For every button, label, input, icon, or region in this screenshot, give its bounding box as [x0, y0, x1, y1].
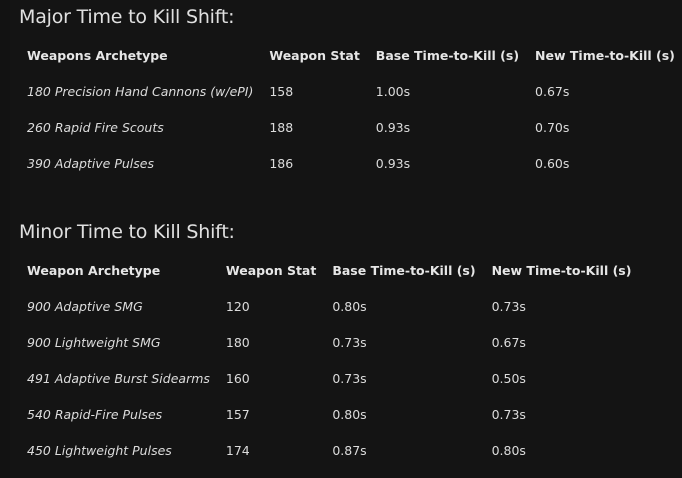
base-ttk-cell: 0.73s: [332, 370, 367, 386]
column-header: Base Time-to-Kill (s): [332, 262, 476, 278]
major-ttk-table: Weapons Archetype Weapon Stat Base Time-…: [19, 37, 682, 181]
table-row: 180 Precision Hand Cannons (w/ePI) 158 1.0…: [19, 73, 682, 109]
column-header: Weapons Archetype: [27, 47, 168, 63]
weapon-stat-cell: 174: [225, 442, 250, 458]
base-ttk-cell: 0.73s: [332, 334, 367, 350]
column-header: New Time-to-Kill (s): [491, 262, 632, 278]
new-ttk-cell: 0.60s: [535, 155, 570, 171]
table-row: 491 Adaptive Burst Sidearms 160 0.73s 0.50s: [19, 360, 639, 396]
weapon-archetype-cell: 900 Lightweight SMG: [27, 334, 161, 350]
base-ttk-cell: 1.00s: [375, 83, 411, 99]
minor-ttk-table: Weapon Archetype Weapon Stat Base Time-t…: [19, 252, 639, 468]
weapon-archetype-cell: 540 Rapid-Fire Pulses: [27, 406, 163, 422]
major-section-title: Major Time to Kill Shift:: [19, 6, 235, 28]
weapon-stat-cell: 186: [269, 155, 294, 171]
new-ttk-cell: 0.67s: [535, 83, 570, 99]
column-header: Weapon Stat: [225, 262, 317, 278]
table-row: 390 Adaptive Pulses 186 0.93s 0.60s: [19, 145, 682, 181]
new-ttk-cell: 0.73s: [491, 406, 526, 422]
new-ttk-cell: 0.80s: [491, 442, 526, 458]
column-header: Weapon Archetype: [27, 262, 161, 278]
weapon-archetype-cell: 900 Adaptive SMG: [27, 298, 143, 314]
table-row: 260 Rapid Fire Scouts 188 0.93s 0.70s: [19, 109, 682, 145]
weapon-archetype-cell: 390 Adaptive Pulses: [27, 155, 154, 171]
base-ttk-cell: 0.80s: [332, 406, 367, 422]
table-row: 900 Lightweight SMG 180 0.73s 0.67s: [19, 324, 639, 360]
base-ttk-cell: 0.87s: [332, 442, 367, 458]
weapon-archetype-cell: 180 Precision Hand Cannons (w/ePI): [27, 83, 254, 99]
base-ttk-cell: 0.93s: [375, 155, 411, 171]
weapon-archetype-cell: 450 Lightweight Pulses: [27, 442, 172, 458]
column-header: Weapon Stat: [269, 47, 360, 63]
minor-section-title: Minor Time to Kill Shift:: [19, 221, 235, 243]
new-ttk-cell: 0.67s: [491, 334, 526, 350]
weapon-archetype-cell: 260 Rapid Fire Scouts: [27, 119, 164, 135]
table-header-row: Weapons Archetype Weapon Stat Base Time-…: [19, 37, 682, 73]
weapon-stat-cell: 120: [225, 298, 250, 314]
new-ttk-cell: 0.70s: [535, 119, 570, 135]
table-row: 900 Adaptive SMG 120 0.80s 0.73s: [19, 288, 639, 324]
base-ttk-cell: 0.93s: [375, 119, 411, 135]
weapon-stat-cell: 160: [225, 370, 250, 386]
weapon-stat-cell: 180: [225, 334, 250, 350]
new-ttk-cell: 0.50s: [491, 370, 526, 386]
weapon-stat-cell: 158: [269, 83, 294, 99]
table-row: 540 Rapid-Fire Pulses 157 0.80s 0.73s: [19, 396, 639, 432]
base-ttk-cell: 0.80s: [332, 298, 367, 314]
column-header: New Time-to-Kill (s): [535, 47, 675, 63]
content-panel: [10, 0, 682, 478]
table-header-row: Weapon Archetype Weapon Stat Base Time-t…: [19, 252, 639, 288]
weapon-stat-cell: 188: [269, 119, 294, 135]
weapon-stat-cell: 157: [225, 406, 250, 422]
column-header: Base Time-to-Kill (s): [375, 47, 520, 63]
weapon-archetype-cell: 491 Adaptive Burst Sidearms: [27, 370, 210, 386]
new-ttk-cell: 0.73s: [491, 298, 526, 314]
table-row: 450 Lightweight Pulses 174 0.87s 0.80s: [19, 432, 639, 468]
